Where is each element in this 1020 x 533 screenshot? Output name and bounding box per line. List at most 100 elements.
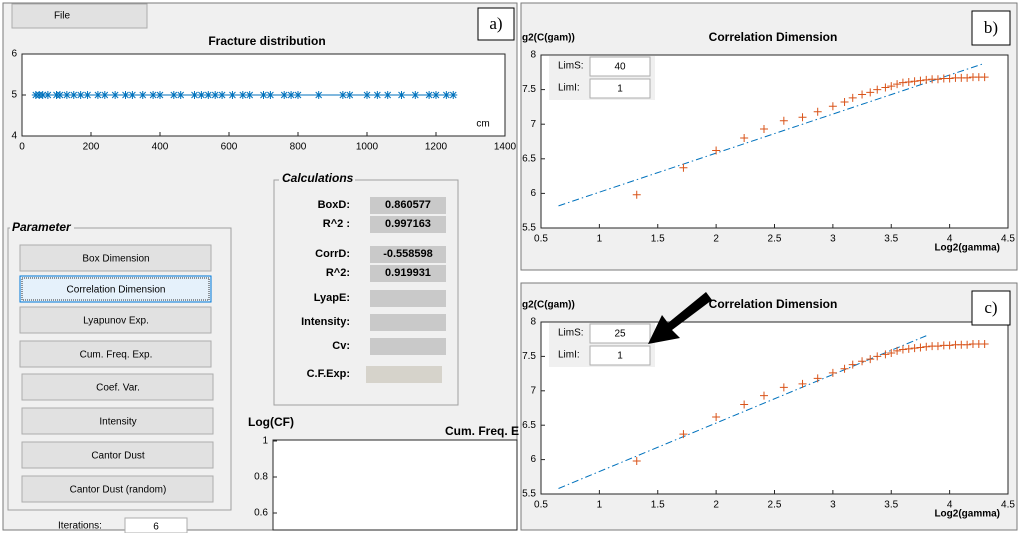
parameter-button[interactable] xyxy=(19,340,212,368)
iterations-input[interactable] xyxy=(124,517,188,533)
x-tick-label: 600 xyxy=(221,142,238,153)
lims-label: LimS: xyxy=(558,328,584,339)
data-point xyxy=(840,364,849,373)
group-title-bg xyxy=(279,172,355,186)
data-point xyxy=(679,430,688,439)
limi-input[interactable] xyxy=(589,345,651,366)
chart-title: Cum. Freq. E xyxy=(445,424,519,438)
data-point xyxy=(228,91,237,99)
x-axis-label: Log2(gamma) xyxy=(934,243,1000,254)
parameter-button-label: Cum. Freq. Exp. xyxy=(80,350,153,361)
parameter-button-label: Coef. Var. xyxy=(96,383,140,394)
data-point xyxy=(779,383,788,392)
y-tick-label: 7.5 xyxy=(522,351,536,362)
calc-label: CorrD: xyxy=(315,248,350,260)
data-point xyxy=(383,91,392,99)
parameter-group xyxy=(7,227,232,511)
x-tick-label: 400 xyxy=(152,142,169,153)
calc-label: R^2: xyxy=(326,267,350,279)
data-point xyxy=(632,190,641,199)
lims-input[interactable] xyxy=(589,56,651,77)
data-point xyxy=(156,91,164,99)
lims-label: LimS: xyxy=(558,61,584,72)
calc-label: LyapE: xyxy=(314,292,350,304)
data-point xyxy=(149,91,158,99)
data-point xyxy=(449,91,458,99)
x-tick-label: 800 xyxy=(290,142,307,153)
y-tick-label: 8 xyxy=(530,317,536,328)
chart-title: Correlation Dimension xyxy=(709,297,838,311)
data-point xyxy=(893,346,902,355)
data-point xyxy=(632,456,641,465)
data-point xyxy=(828,368,837,377)
calc-value-box xyxy=(370,265,446,282)
y-tick-label: 0.8 xyxy=(254,472,268,483)
calc-value-box xyxy=(366,366,442,383)
x-tick-label: 3.5 xyxy=(884,500,898,511)
annotation-arrow xyxy=(648,292,712,344)
x-tick-label: 1 xyxy=(597,500,603,511)
data-point xyxy=(197,91,206,99)
y-tick-label: 5 xyxy=(11,90,17,101)
parameter-button[interactable] xyxy=(21,373,214,401)
y-axis-label: g2(C(gam)) xyxy=(522,33,575,44)
data-point xyxy=(963,340,972,349)
file-menu-label: File xyxy=(54,11,71,22)
data-point xyxy=(245,91,254,99)
file-menu-button[interactable] xyxy=(11,3,148,29)
calc-value-box xyxy=(370,216,446,233)
data-point xyxy=(798,379,807,388)
parameter-button[interactable] xyxy=(19,306,212,334)
data-point xyxy=(294,91,302,99)
x-tick-label: 0 xyxy=(19,142,25,153)
lims-input[interactable] xyxy=(589,323,651,344)
calc-value: 0.919931 xyxy=(385,267,431,279)
chart-title: Correlation Dimension xyxy=(709,30,838,44)
data-point xyxy=(813,374,822,383)
parameter-button-label: Intensity xyxy=(99,417,136,428)
data-point xyxy=(828,102,837,111)
panel-label-box xyxy=(971,10,1011,46)
data-point xyxy=(55,91,64,99)
x-tick-label: 0.5 xyxy=(534,500,548,511)
x-tick-label: 1.5 xyxy=(651,234,665,245)
parameter-button[interactable] xyxy=(19,275,212,303)
y-tick-label: 7 xyxy=(530,385,536,396)
data-point xyxy=(83,91,92,99)
data-point xyxy=(363,91,371,99)
x-tick-label: 1400 xyxy=(494,142,517,153)
lims-value: 25 xyxy=(614,329,626,340)
group-title: Calculations xyxy=(282,171,354,185)
data-point xyxy=(910,77,919,86)
data-point xyxy=(373,91,382,99)
data-point xyxy=(873,352,882,361)
limi-input[interactable] xyxy=(589,78,651,99)
calc-value: 0.997163 xyxy=(385,218,431,230)
y-tick-label: 6 xyxy=(11,49,17,60)
calc-value: -0.558598 xyxy=(383,248,433,260)
data-point xyxy=(933,342,942,351)
panel-label-box xyxy=(477,7,515,41)
calc-label: Cv: xyxy=(332,340,350,352)
data-point xyxy=(858,357,867,366)
data-point xyxy=(898,78,907,87)
data-point xyxy=(111,91,120,99)
data-point xyxy=(779,116,788,125)
parameter-button[interactable] xyxy=(21,475,214,503)
lims-value: 40 xyxy=(614,62,626,73)
parameter-button[interactable] xyxy=(21,441,214,469)
data-point xyxy=(411,91,420,99)
data-point xyxy=(866,355,875,364)
data-point xyxy=(893,80,902,89)
y-tick-label: 6.5 xyxy=(522,153,536,164)
parameter-button[interactable] xyxy=(21,407,214,435)
data-point xyxy=(881,83,890,92)
parameter-button[interactable] xyxy=(19,244,212,272)
limi-value: 1 xyxy=(617,351,623,362)
data-point xyxy=(916,76,925,85)
data-point xyxy=(798,113,807,122)
data-point xyxy=(740,134,749,143)
data-point xyxy=(759,391,768,400)
data-point xyxy=(169,91,178,99)
calc-label: BoxD: xyxy=(318,199,350,211)
